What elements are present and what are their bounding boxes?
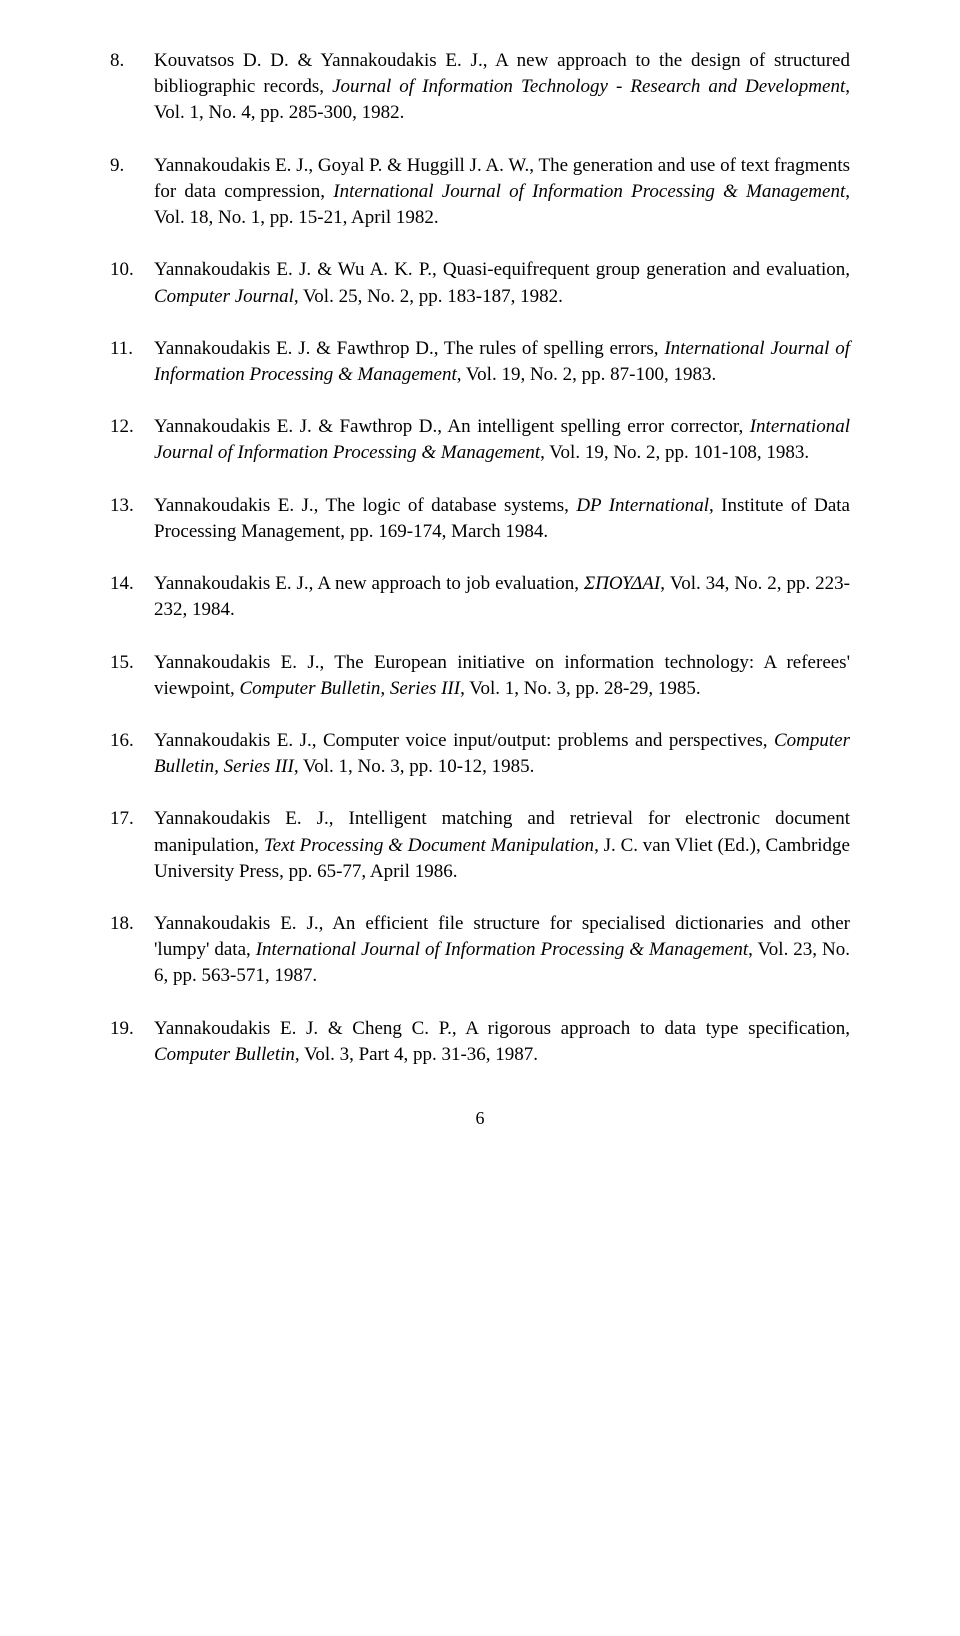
- reference-item: 17.Yannakoudakis E. J., Intelligent matc…: [110, 806, 850, 885]
- reference-journal: Computer Bulletin, Series III: [240, 678, 461, 699]
- reference-number: 8.: [110, 48, 154, 127]
- reference-body: Yannakoudakis E. J. & Wu A. K. P., Quasi…: [154, 257, 850, 309]
- reference-text: Yannakoudakis E. J. & Fawthrop D., An in…: [154, 416, 750, 437]
- reference-number: 19.: [110, 1016, 154, 1068]
- reference-item: 12.Yannakoudakis E. J. & Fawthrop D., An…: [110, 414, 850, 466]
- reference-item: 15.Yannakoudakis E. J., The European ini…: [110, 650, 850, 702]
- reference-body: Yannakoudakis E. J., An efficient file s…: [154, 911, 850, 990]
- reference-text: Yannakoudakis E. J., The logic of databa…: [154, 495, 576, 516]
- reference-item: 10.Yannakoudakis E. J. & Wu A. K. P., Qu…: [110, 257, 850, 309]
- reference-item: 14.Yannakoudakis E. J., A new approach t…: [110, 571, 850, 623]
- reference-text: Yannakoudakis E. J., A new approach to j…: [154, 573, 584, 594]
- reference-number: 15.: [110, 650, 154, 702]
- reference-number: 18.: [110, 911, 154, 990]
- reference-body: Yannakoudakis E. J. & Fawthrop D., The r…: [154, 336, 850, 388]
- reference-text: Yannakoudakis E. J. & Cheng C. P., A rig…: [154, 1018, 850, 1039]
- reference-item: 13.Yannakoudakis E. J., The logic of dat…: [110, 493, 850, 545]
- reference-list: 8.Kouvatsos D. D. & Yannakoudakis E. J.,…: [110, 48, 850, 1068]
- reference-number: 14.: [110, 571, 154, 623]
- reference-text: Yannakoudakis E. J. & Wu A. K. P., Quasi…: [154, 259, 850, 280]
- reference-item: 19.Yannakoudakis E. J. & Cheng C. P., A …: [110, 1016, 850, 1068]
- reference-number: 17.: [110, 806, 154, 885]
- reference-number: 9.: [110, 153, 154, 232]
- reference-text: , Vol. 19, No. 2, pp. 87-100, 1983.: [457, 364, 717, 385]
- reference-text: , Vol. 1, No. 3, pp. 10-12, 1985.: [294, 756, 535, 777]
- reference-journal: International Journal of Information Pro…: [256, 939, 748, 960]
- reference-body: Yannakoudakis E. J., The European initia…: [154, 650, 850, 702]
- reference-number: 13.: [110, 493, 154, 545]
- reference-item: 16.Yannakoudakis E. J., Computer voice i…: [110, 728, 850, 780]
- reference-body: Kouvatsos D. D. & Yannakoudakis E. J., A…: [154, 48, 850, 127]
- reference-text: Yannakoudakis E. J. & Fawthrop D., The r…: [154, 338, 664, 359]
- reference-text: Yannakoudakis E. J., Computer voice inpu…: [154, 730, 774, 751]
- reference-item: 18.Yannakoudakis E. J., An efficient fil…: [110, 911, 850, 990]
- reference-journal: Computer Bulletin: [154, 1044, 295, 1065]
- reference-journal: Text Processing & Document Manipulation: [264, 835, 594, 856]
- reference-item: 11.Yannakoudakis E. J. & Fawthrop D., Th…: [110, 336, 850, 388]
- reference-journal: Computer Journal: [154, 286, 294, 307]
- reference-number: 16.: [110, 728, 154, 780]
- reference-body: Yannakoudakis E. J., A new approach to j…: [154, 571, 850, 623]
- reference-text: , Vol. 1, No. 3, pp. 28-29, 1985.: [460, 678, 701, 699]
- reference-text: , Vol. 19, No. 2, pp. 101-108, 1983.: [540, 442, 809, 463]
- reference-item: 8.Kouvatsos D. D. & Yannakoudakis E. J.,…: [110, 48, 850, 127]
- reference-number: 11.: [110, 336, 154, 388]
- reference-text: , Vol. 25, No. 2, pp. 183-187, 1982.: [294, 286, 563, 307]
- page-number: 6: [110, 1108, 850, 1129]
- reference-journal: Journal of Information Technology - Rese…: [332, 76, 845, 97]
- reference-journal: DP International: [576, 495, 709, 516]
- reference-body: Yannakoudakis E. J., Goyal P. & Huggill …: [154, 153, 850, 232]
- reference-text: , Vol. 3, Part 4, pp. 31-36, 1987.: [295, 1044, 538, 1065]
- reference-item: 9.Yannakoudakis E. J., Goyal P. & Huggil…: [110, 153, 850, 232]
- reference-body: Yannakoudakis E. J., Intelligent matchin…: [154, 806, 850, 885]
- reference-body: Yannakoudakis E. J., The logic of databa…: [154, 493, 850, 545]
- reference-body: Yannakoudakis E. J., Computer voice inpu…: [154, 728, 850, 780]
- reference-journal: ΣΠΟΥΔΑΙ: [584, 573, 660, 594]
- reference-body: Yannakoudakis E. J. & Fawthrop D., An in…: [154, 414, 850, 466]
- reference-journal: International Journal of Information Pro…: [333, 181, 845, 202]
- document-page: 8.Kouvatsos D. D. & Yannakoudakis E. J.,…: [0, 0, 960, 1169]
- reference-number: 12.: [110, 414, 154, 466]
- reference-body: Yannakoudakis E. J. & Cheng C. P., A rig…: [154, 1016, 850, 1068]
- reference-number: 10.: [110, 257, 154, 309]
